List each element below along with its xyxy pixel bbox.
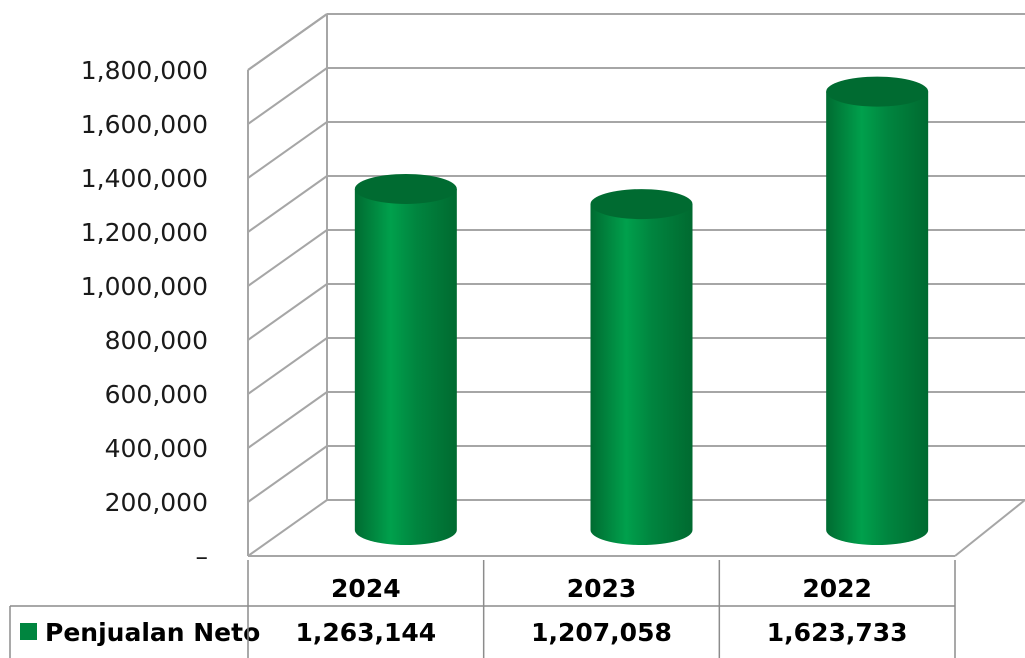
gridline-diagonal: [247, 229, 328, 287]
y-tick-label: 1,600,000: [81, 110, 208, 139]
chart-walls: [247, 13, 1025, 557]
x-category-label: 2022: [802, 574, 872, 603]
bars: [354, 76, 929, 546]
gridline-diagonal: [247, 391, 328, 449]
bar-body: [826, 91, 929, 546]
floor-right-edge: [954, 499, 1025, 557]
gridline-diagonal: [247, 499, 328, 557]
gridline-diagonal: [247, 337, 328, 395]
gridline-diagonal: [247, 13, 328, 71]
y-tick-label: 1,000,000: [81, 272, 208, 301]
bar-top: [354, 173, 457, 204]
table-value: 1,207,058: [531, 618, 672, 647]
y-tick-label: 200,000: [105, 488, 208, 517]
bar-body: [590, 204, 693, 546]
x-category-label: 2024: [331, 574, 401, 603]
gridline-diagonal: [247, 67, 328, 125]
y-tick-label: 400,000: [105, 434, 208, 463]
bar-2022: [826, 76, 929, 546]
bar-2023: [590, 189, 693, 546]
gridline-diagonal: [247, 121, 328, 179]
bar-top: [826, 76, 929, 107]
x-category-label: 2023: [567, 574, 637, 603]
y-tick-label: 1,800,000: [81, 56, 208, 85]
y-tick-label: –: [196, 542, 209, 571]
data-table: Penjualan Neto 2024 1,263,144 2023 1,207,05…: [9, 560, 956, 658]
table-value: 1,623,733: [767, 618, 908, 647]
y-tick-label: 1,200,000: [81, 218, 208, 247]
y-tick-label: 800,000: [105, 326, 208, 355]
bar-top: [590, 189, 693, 220]
gridline-diagonal: [247, 175, 328, 233]
gridline-diagonal: [247, 283, 328, 341]
y-tick-label: 1,400,000: [81, 164, 208, 193]
table-value: 1,263,144: [295, 618, 436, 647]
legend-label: Penjualan Neto: [45, 618, 260, 647]
y-tick-label: 600,000: [105, 380, 208, 409]
gridline-diagonal: [247, 445, 328, 503]
bar-2024: [354, 173, 457, 546]
y-axis-ticks: – 200,000 400,000 600,000 800,000 1,000,000 1,…: [81, 56, 208, 571]
legend-key: [20, 623, 37, 640]
bar-body: [354, 188, 457, 546]
